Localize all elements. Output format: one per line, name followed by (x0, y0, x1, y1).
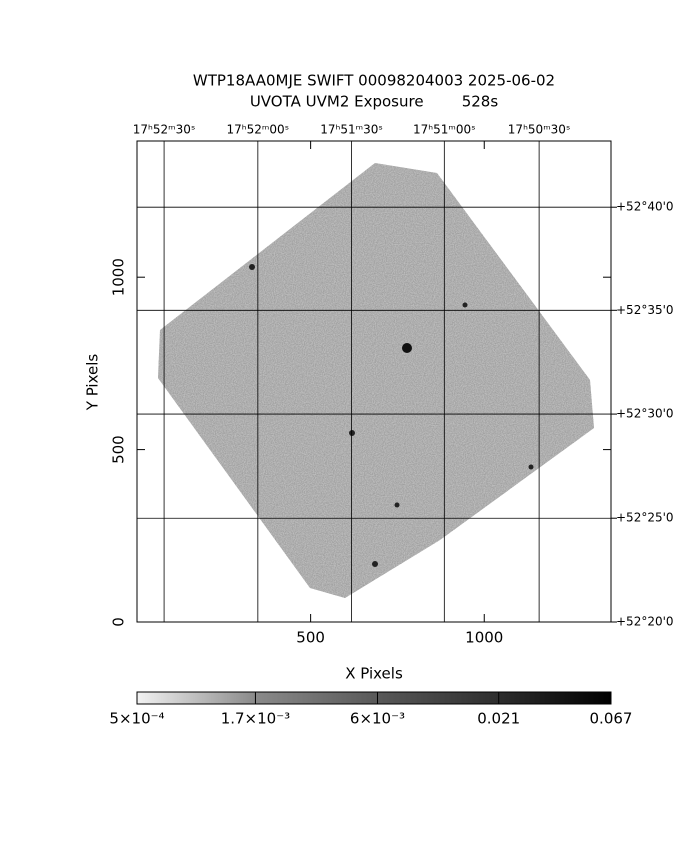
x-tick-label: 1000 (465, 629, 503, 647)
ra-tick-label: 17ʰ52ᵐ30ˢ (133, 123, 196, 137)
colorbar-tick-label: 6×10⁻³ (350, 710, 405, 728)
colorbar-tick-label: 1.7×10⁻³ (221, 710, 290, 728)
dec-tick-label: +52°25'0 (616, 511, 674, 525)
chart-subtitle: UVOTA UVM2 Exposure 528s (250, 93, 499, 111)
x-axis-label: X Pixels (345, 665, 403, 683)
colorbar (136, 691, 612, 705)
ra-tick-label: 17ʰ52ᵐ00ˢ (227, 123, 290, 137)
colorbar-tick-label: 5×10⁻⁴ (109, 710, 164, 728)
chart-title: WTP18AA0MJE SWIFT 00098204003 2025-06-02 (193, 72, 555, 90)
colorbar-tick-label: 0.067 (590, 710, 633, 728)
y-tick-label: 1000 (110, 258, 128, 296)
dec-tick-label: +52°30'0 (616, 407, 674, 421)
ra-tick-label: 17ʰ51ᵐ30ˢ (320, 123, 383, 137)
ra-tick-label: 17ʰ50ᵐ30ˢ (508, 123, 571, 137)
y-tick-label: 500 (110, 435, 128, 464)
x-tick-label: 500 (296, 629, 325, 647)
exposure-image (158, 163, 594, 598)
dec-tick-label: +52°35'0 (616, 303, 674, 317)
dec-tick-label: +52°20'0 (616, 615, 674, 629)
dec-tick-label: +52°40'0 (616, 200, 674, 214)
colorbar-tick-label: 0.021 (477, 710, 520, 728)
ra-tick-label: 17ʰ51ᵐ00ˢ (413, 123, 476, 137)
y-axis-label: Y Pixels (84, 354, 102, 412)
y-tick-label: 0 (110, 617, 128, 627)
